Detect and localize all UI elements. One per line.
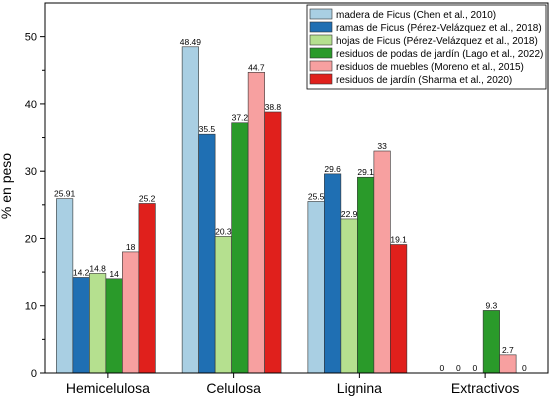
bar: [357, 176, 375, 374]
bar: [105, 278, 123, 374]
data-label: 20.3: [215, 226, 232, 236]
bar: [324, 173, 342, 374]
data-label: 33: [377, 141, 387, 151]
data-label: 29.6: [324, 164, 341, 174]
legend-swatch: [309, 47, 333, 59]
data-label: 14.8: [89, 263, 106, 273]
data-label: 0: [522, 363, 527, 373]
bar: [264, 111, 282, 374]
y-tick-label: 40: [25, 99, 37, 111]
data-label: 37.2: [232, 113, 249, 123]
data-label: 0: [440, 363, 445, 373]
legend-swatch: [309, 73, 333, 85]
legend-box: [306, 4, 547, 90]
legend-swatch: [309, 60, 333, 72]
y-tick-label: 50: [25, 32, 37, 44]
x-tick-label: Extractivos: [451, 380, 519, 396]
legend-entry: ramas de Ficus (Pérez-Velázquez et al., …: [336, 23, 542, 34]
legend-swatch: [309, 8, 333, 20]
y-tick-label: 0: [31, 368, 37, 380]
bar: [89, 273, 107, 374]
legend-entry: madera de Ficus (Chen et al., 2010): [336, 10, 496, 21]
y-tick-label: 20: [25, 233, 37, 245]
y-tick-label: 10: [25, 301, 37, 313]
data-label: 14.2: [73, 267, 90, 277]
data-label: 14: [109, 269, 119, 279]
bar: [181, 46, 199, 374]
data-label: 25.5: [308, 191, 325, 201]
bar: [247, 71, 265, 374]
data-label: 25.2: [139, 193, 156, 203]
data-label: 0: [473, 363, 478, 373]
data-label: 38.8: [265, 102, 282, 112]
x-tick-label: Celulosa: [206, 380, 261, 396]
data-label: 48.49: [180, 37, 202, 47]
bar: [307, 201, 325, 374]
y-axis-label: % en peso: [0, 153, 14, 219]
bar: [373, 150, 391, 374]
data-label: 44.7: [248, 62, 265, 72]
data-label: 29.1: [357, 167, 374, 177]
data-label: 9.3: [485, 300, 497, 310]
bar: [56, 198, 74, 374]
legend-entry: residuos de podas de jardín (Lago et al.…: [336, 49, 543, 60]
data-label: 0: [456, 363, 461, 373]
legend-entry: residuos de jardín (Sharma et al., 2020): [336, 75, 512, 86]
data-label: 19.1: [390, 235, 407, 245]
legend-entry: residuos de muebles (Moreno et al., 2015…: [336, 62, 524, 73]
data-label: 2.7: [502, 345, 514, 355]
bar: [340, 218, 358, 374]
legend: madera de Ficus (Chen et al., 2010) ramas…: [306, 4, 547, 90]
legend-swatch: [309, 34, 333, 46]
bar: [214, 236, 232, 374]
data-label: 18: [126, 242, 136, 252]
data-label: 22.9: [341, 209, 358, 219]
axis-layer: 0 10 20 30 40 50 Hemicelulosa Celulosa Lignina Ex…: [25, 2, 549, 396]
bars-layer: [56, 46, 517, 374]
data-label: 25.91: [54, 189, 76, 199]
bar: [122, 251, 140, 374]
data-label: 35.5: [199, 124, 216, 134]
y-tick-label: 30: [25, 166, 37, 178]
x-tick-label: Hemicelulosa: [66, 380, 150, 396]
bar: [482, 310, 500, 374]
plot-frame: [44, 2, 549, 374]
bar: [72, 277, 90, 374]
data-labels-layer: 25.91 14.2 14.814 18 25.2 48.49 35.5 20.3 37.2 44…: [54, 37, 527, 373]
bar: [231, 122, 249, 374]
bar: [390, 244, 408, 374]
bar: [198, 133, 216, 374]
bar: [138, 203, 156, 374]
bar: [499, 354, 517, 374]
x-tick-label: Lignina: [337, 380, 382, 396]
legend-swatch: [309, 21, 333, 33]
legend-entry: hojas de Ficus (Pérez-Velázquez et al., …: [336, 36, 538, 47]
